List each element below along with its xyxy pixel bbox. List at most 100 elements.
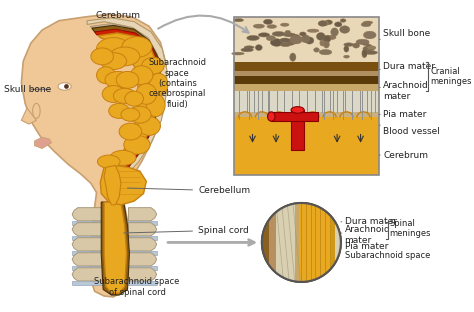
Ellipse shape (267, 112, 275, 121)
Ellipse shape (58, 83, 71, 90)
Ellipse shape (325, 20, 332, 25)
Ellipse shape (340, 26, 350, 33)
Ellipse shape (119, 123, 142, 140)
Ellipse shape (331, 28, 338, 36)
Ellipse shape (335, 22, 342, 27)
Bar (331, 201, 335, 284)
Text: Skull bone: Skull bone (4, 85, 52, 94)
Bar (295, 201, 300, 284)
Ellipse shape (323, 41, 329, 48)
Bar (234, 84, 379, 91)
Text: Arachnoid
mater: Arachnoid mater (341, 225, 391, 245)
Ellipse shape (366, 44, 372, 48)
Ellipse shape (301, 35, 310, 43)
Text: Pia mater: Pia mater (379, 110, 427, 119)
Polygon shape (21, 108, 36, 124)
Ellipse shape (267, 25, 277, 28)
Bar (72, 251, 157, 255)
Polygon shape (72, 208, 102, 221)
Ellipse shape (33, 103, 40, 119)
Polygon shape (35, 137, 52, 149)
Ellipse shape (362, 41, 369, 45)
Ellipse shape (321, 21, 329, 26)
Ellipse shape (340, 19, 346, 22)
Bar (234, 118, 379, 175)
Ellipse shape (253, 24, 264, 28)
Polygon shape (87, 18, 167, 182)
Ellipse shape (323, 35, 331, 42)
Text: Cerebellum: Cerebellum (128, 186, 250, 195)
Bar (72, 281, 157, 285)
Text: Spinal cord: Spinal cord (124, 226, 249, 235)
Text: Pia mater: Pia mater (341, 242, 388, 251)
Ellipse shape (258, 33, 270, 37)
Ellipse shape (283, 33, 296, 37)
Ellipse shape (353, 43, 360, 48)
Ellipse shape (280, 42, 291, 47)
Ellipse shape (100, 53, 127, 70)
Bar (72, 236, 157, 240)
Polygon shape (72, 268, 102, 281)
Polygon shape (72, 253, 102, 266)
Ellipse shape (105, 71, 131, 88)
Ellipse shape (344, 46, 349, 52)
Ellipse shape (367, 46, 376, 50)
Ellipse shape (116, 71, 139, 88)
Ellipse shape (113, 88, 136, 103)
Bar (269, 201, 276, 284)
Ellipse shape (300, 32, 306, 36)
Ellipse shape (124, 135, 150, 154)
Polygon shape (99, 33, 159, 173)
Ellipse shape (244, 46, 254, 49)
Bar (234, 91, 379, 112)
Ellipse shape (97, 38, 130, 60)
Ellipse shape (319, 50, 332, 55)
Ellipse shape (318, 21, 327, 26)
Ellipse shape (364, 31, 376, 39)
Ellipse shape (291, 107, 304, 113)
Bar (262, 201, 269, 284)
Ellipse shape (363, 46, 374, 51)
Text: Dura mater: Dura mater (341, 217, 397, 226)
Polygon shape (128, 208, 157, 221)
Ellipse shape (241, 48, 253, 52)
Ellipse shape (122, 37, 152, 57)
Ellipse shape (266, 36, 275, 41)
Bar (234, 112, 379, 118)
Bar (276, 201, 295, 284)
Ellipse shape (247, 35, 259, 41)
Ellipse shape (361, 22, 371, 27)
Text: Spinal
meninges: Spinal meninges (390, 219, 431, 238)
Circle shape (262, 203, 341, 282)
Ellipse shape (286, 39, 296, 45)
Bar (234, 71, 379, 76)
Text: Subarachnoid space
of spinal cord: Subarachnoid space of spinal cord (94, 277, 180, 297)
Ellipse shape (305, 37, 314, 44)
Text: Skull bone: Skull bone (379, 29, 430, 40)
Polygon shape (72, 238, 102, 251)
Ellipse shape (280, 38, 290, 42)
Ellipse shape (356, 39, 369, 45)
Text: Subarachnoid
space
(contains
cerebrospinal
fluid): Subarachnoid space (contains cerebrospin… (148, 58, 206, 109)
Ellipse shape (264, 19, 273, 24)
Ellipse shape (363, 21, 373, 24)
Bar (234, 76, 379, 84)
Bar (335, 201, 349, 284)
Text: Cerebrum: Cerebrum (96, 12, 141, 30)
Ellipse shape (109, 47, 140, 66)
Polygon shape (90, 23, 160, 178)
Text: Arachnoid
mater: Arachnoid mater (379, 81, 429, 101)
Ellipse shape (109, 103, 129, 119)
Polygon shape (128, 253, 157, 266)
Bar (291, 110, 304, 150)
Ellipse shape (121, 108, 140, 121)
Ellipse shape (290, 36, 302, 44)
Ellipse shape (344, 55, 349, 58)
Ellipse shape (102, 85, 125, 102)
Bar (355, 201, 364, 284)
Ellipse shape (146, 94, 165, 117)
Text: Subarachnoid space: Subarachnoid space (345, 251, 430, 260)
Polygon shape (100, 165, 146, 205)
Ellipse shape (98, 155, 120, 168)
Bar (271, 112, 318, 121)
